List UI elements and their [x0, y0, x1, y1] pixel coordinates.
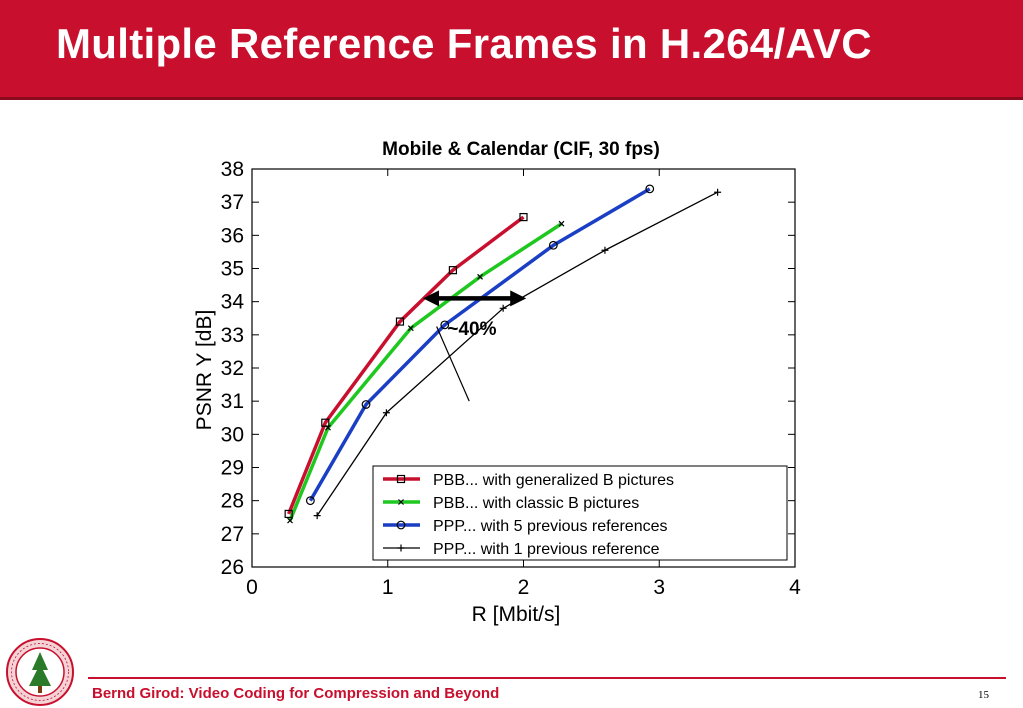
y-tick-label: 35: [221, 258, 244, 281]
data-point-plus: [714, 188, 722, 196]
annotation-label: ~40%: [447, 319, 496, 340]
x-tick-label: 1: [382, 576, 394, 599]
y-tick-label: 33: [221, 324, 244, 347]
y-tick-label: 27: [221, 523, 244, 546]
y-axis-label: PSNR Y [dB]: [193, 310, 216, 431]
title-bar: Multiple Reference Frames in H.264/AVC: [0, 0, 1023, 100]
data-point-circle: [645, 184, 655, 194]
data-point-plus: [601, 246, 609, 254]
y-tick-label: 34: [221, 291, 245, 314]
chart-title: Mobile & Calendar (CIF, 30 fps): [382, 139, 660, 160]
data-point-circle: [396, 520, 406, 530]
y-tick-label: 32: [221, 357, 244, 380]
data-point-x: [398, 499, 404, 505]
y-tick-label: 30: [221, 423, 244, 446]
data-point-plus: [382, 409, 390, 417]
data-point-circle: [440, 320, 450, 330]
data-point-x: [477, 273, 483, 280]
footer-divider: [88, 677, 1006, 679]
data-point-square: [448, 266, 458, 275]
x-tick-label: 4: [789, 576, 801, 599]
data-point-circle: [548, 240, 558, 250]
legend-label: PBB... with generalized B pictures: [433, 472, 674, 489]
x-tick-label: 0: [246, 576, 258, 599]
data-point-circle: [305, 496, 315, 506]
data-point-x: [407, 325, 414, 332]
x-tick-label: 2: [518, 576, 530, 599]
x-tick-label: 3: [653, 576, 665, 599]
y-tick-label: 29: [221, 457, 244, 480]
data-point-square: [396, 474, 406, 484]
y-tick-label: 37: [221, 191, 244, 214]
data-point-square: [321, 418, 330, 427]
x-axis-label: R [Mbit/s]: [472, 603, 561, 626]
footer-text: Bernd Girod: Video Coding for Compressio…: [92, 685, 500, 702]
data-point-circle: [361, 400, 371, 409]
rate-saving-annotation: ~40%: [423, 290, 527, 402]
legend: PBB... with generalized B pictures PBB...…: [372, 465, 788, 561]
data-point-plus: [313, 512, 321, 520]
annotation-arrowhead-right: [510, 290, 527, 307]
data-point-plus: [397, 544, 405, 552]
data-point-square: [395, 317, 405, 326]
y-tick-label: 31: [221, 390, 244, 413]
y-tick-label: 28: [221, 490, 244, 513]
series-layer: [284, 184, 722, 524]
series-line: [287, 215, 525, 515]
legend-label: PPP... with 5 previous references: [433, 518, 668, 535]
y-tick-label: 26: [221, 556, 244, 579]
slide-title: Multiple Reference Frames in H.264/AVC: [56, 20, 872, 67]
stanford-seal: [6, 638, 74, 706]
legend-label: PBB... with classic B pictures: [433, 495, 639, 512]
page-number: 15: [978, 689, 989, 701]
y-tick-label: 38: [221, 158, 244, 181]
legend-box: [372, 465, 788, 561]
data-point-plus: [499, 304, 507, 312]
data-point-x: [558, 220, 565, 227]
data-point-square: [519, 212, 528, 222]
annotation-pointer: [436, 326, 470, 402]
data-point-x: [287, 517, 293, 524]
annotation-arrowhead-left: [423, 290, 440, 307]
series-line: [308, 187, 651, 502]
y-tick-label: 36: [221, 224, 244, 247]
data-point-square: [284, 509, 293, 519]
legend-label: PPP... with 1 previous reference: [433, 541, 660, 558]
